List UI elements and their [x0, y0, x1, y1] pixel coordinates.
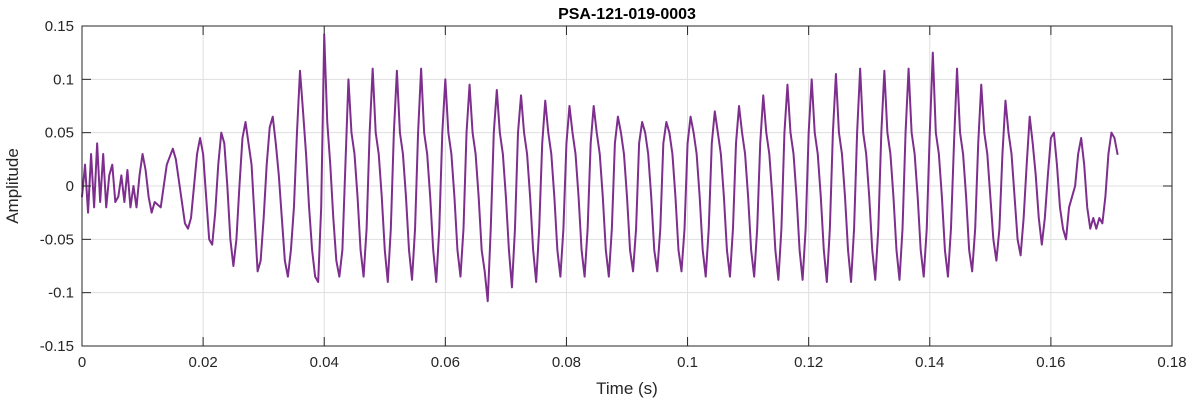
x-axis-label: Time (s)	[596, 379, 658, 398]
x-tick-label: 0.08	[552, 354, 581, 371]
x-tick-label: 0.1	[677, 354, 698, 371]
tick-marks	[81, 25, 1173, 347]
y-tick-labels: -0.15 -0.1 -0.05 0 0.05 0.1 0.15	[40, 18, 74, 355]
y-tick-label: -0.05	[40, 231, 74, 248]
y-tick-label: 0	[66, 178, 74, 195]
series-line-0	[81, 33, 1119, 303]
x-tick-label: 0.18	[1157, 354, 1186, 371]
x-tick-label: 0.04	[310, 354, 339, 371]
y-tick-label: 0.15	[45, 18, 74, 35]
x-tick-label: 0.06	[431, 354, 460, 371]
chart-title: PSA-121-019-0003	[558, 6, 696, 23]
x-tick-label: 0.02	[189, 354, 218, 371]
y-tick-label: 0.1	[53, 71, 74, 88]
x-tick-labels: 0 0.02 0.04 0.06 0.08 0.1 0.12 0.14 0.16 0.18	[78, 354, 1187, 371]
y-tick-label: -0.15	[40, 338, 74, 355]
y-tick-label: -0.1	[48, 285, 74, 302]
x-tick-label: 0	[78, 354, 86, 371]
x-tick-label: 0.14	[915, 354, 944, 371]
x-tick-label: 0.12	[794, 354, 823, 371]
y-tick-label: 0.05	[45, 125, 74, 142]
x-tick-label: 0.16	[1036, 354, 1065, 371]
series-layer	[81, 33, 1119, 303]
y-axis-label: Amplitude	[3, 148, 22, 224]
